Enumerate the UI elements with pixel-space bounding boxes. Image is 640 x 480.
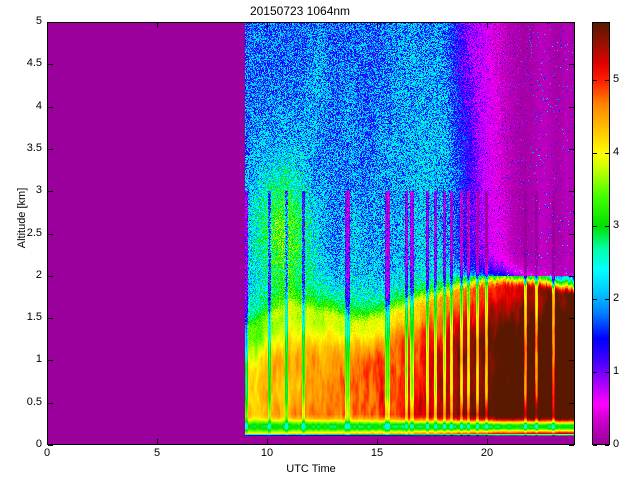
colorbar-tick-mark [593, 80, 597, 81]
x-axis-title: UTC Time [286, 463, 336, 475]
x-tick-label: 0 [43, 447, 51, 459]
y-tick-mark [48, 318, 53, 319]
x-tick-label: 20 [480, 447, 494, 459]
y-tick-mark-right [569, 191, 574, 192]
y-tick-mark [48, 403, 53, 404]
x-tick-mark [157, 439, 158, 444]
y-tick-mark-right [569, 403, 574, 404]
y-tick-label: 2 [35, 269, 42, 281]
x-tick-label: 10 [260, 447, 274, 459]
plot-area [47, 22, 575, 445]
y-tick-label: 1 [35, 353, 42, 365]
y-tick-label: 4 [35, 100, 42, 112]
page-title: 20150723 1064nm [249, 4, 351, 18]
y-tick-mark [48, 445, 53, 446]
colorbar-tick-label: 2 [613, 292, 620, 304]
y-tick-mark-right [569, 64, 574, 65]
colorbar-tick-label: 4 [613, 146, 620, 158]
x-tick-mark [47, 439, 48, 444]
x-tick-mark-top [377, 23, 378, 28]
x-tick-mark [377, 439, 378, 444]
colorbar-tick-mark [593, 153, 597, 154]
y-tick-mark-right [569, 445, 574, 446]
y-tick-label: 5 [35, 15, 42, 27]
colorbar-gradient [593, 23, 609, 444]
colorbar-tick-mark-right [605, 372, 609, 373]
x-tick-mark-top [487, 23, 488, 28]
y-tick-mark-right [569, 234, 574, 235]
colorbar-tick-mark-right [605, 226, 609, 227]
y-tick-label: 0.5 [26, 396, 42, 408]
x-tick-label: 15 [370, 447, 384, 459]
y-tick-mark-right [569, 22, 574, 23]
colorbar-tick-mark [593, 445, 597, 446]
y-tick-mark [48, 191, 53, 192]
colorbar-tick-mark [593, 299, 597, 300]
y-tick-mark [48, 107, 53, 108]
y-tick-label: 3 [35, 184, 42, 196]
colorbar-tick-mark-right [605, 299, 609, 300]
colorbar-tick-mark [593, 226, 597, 227]
colorbar-tick-mark [593, 372, 597, 373]
backscatter-heatmap [48, 23, 574, 444]
colorbar-tick-mark-right [605, 153, 609, 154]
y-tick-mark-right [569, 149, 574, 150]
x-tick-mark [487, 439, 488, 444]
y-tick-label: 0 [35, 438, 42, 450]
colorbar-tick-mark-right [605, 80, 609, 81]
colorbar [592, 22, 610, 445]
colorbar-tick-label: 3 [613, 219, 620, 231]
y-tick-mark [48, 149, 53, 150]
y-tick-mark [48, 360, 53, 361]
y-tick-label: 4.5 [26, 57, 42, 69]
y-axis-title: Altitude [km] [16, 187, 28, 249]
y-tick-label: 3.5 [26, 142, 42, 154]
y-tick-mark-right [569, 107, 574, 108]
y-tick-label: 1.5 [26, 311, 42, 323]
y-tick-mark [48, 276, 53, 277]
x-tick-mark [267, 439, 268, 444]
colorbar-tick-mark-right [605, 445, 609, 446]
colorbar-tick-label: 5 [613, 73, 620, 85]
y-tick-label: 2.5 [26, 227, 42, 239]
colorbar-tick-label: 1 [613, 365, 620, 377]
x-tick-mark-top [267, 23, 268, 28]
y-tick-mark-right [569, 318, 574, 319]
x-tick-mark-top [157, 23, 158, 28]
y-tick-mark-right [569, 360, 574, 361]
x-tick-mark-top [47, 23, 48, 28]
x-tick-label: 5 [153, 447, 161, 459]
colorbar-tick-label: 0 [613, 438, 620, 450]
y-tick-mark [48, 234, 53, 235]
y-tick-mark-right [569, 276, 574, 277]
y-tick-mark [48, 64, 53, 65]
y-tick-mark [48, 22, 53, 23]
